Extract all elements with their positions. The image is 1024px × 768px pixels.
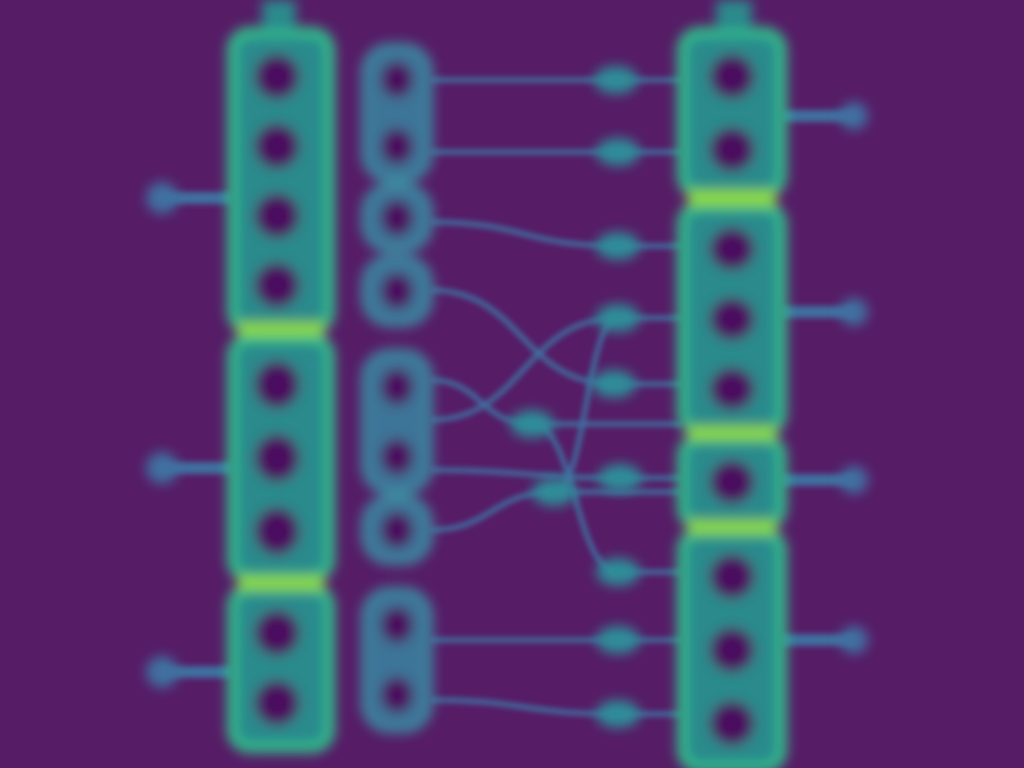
- right-block-1-cell: [710, 54, 754, 99]
- junction-node-7: [532, 478, 576, 506]
- junction-node-1: [594, 66, 638, 94]
- right-port-4: [840, 626, 868, 654]
- connector-edge-4: [429, 287, 615, 387]
- junction-node-2: [596, 138, 640, 166]
- left-block-2-cell: [255, 507, 299, 555]
- junction-node-5: [592, 370, 636, 398]
- left-block-2-cell: [255, 361, 299, 409]
- junction-node-10: [596, 626, 640, 654]
- junction-node-4: [596, 304, 640, 332]
- right-block-4-cell: [710, 701, 754, 746]
- right-block-1-cell: [710, 127, 754, 172]
- left-block-3-cell: [255, 610, 299, 656]
- middle-block-1: [361, 43, 433, 183]
- left-block-1-cell: [255, 54, 299, 99]
- right-block-2-cell: [710, 228, 754, 270]
- left-port-2: [146, 452, 178, 484]
- connector-edge-6: [429, 315, 619, 423]
- right-stack-top-stub: [716, 0, 752, 30]
- right-block-3-cell: [710, 460, 754, 504]
- left-block-2-cell: [255, 434, 299, 482]
- right-block-2-cell: [710, 298, 754, 340]
- middle-block-4: [361, 349, 433, 495]
- right-block-4-cell: [710, 554, 754, 599]
- connector-edge-7: [429, 467, 621, 481]
- middle-block-4-cell: [381, 439, 413, 475]
- middle-block-6-cell: [381, 607, 413, 643]
- right-port-1: [840, 102, 868, 130]
- right-divider-1: [688, 190, 776, 206]
- junction-node-8: [598, 464, 642, 492]
- left-block-1-cell: [255, 193, 299, 238]
- middle-block-3-cell: [381, 273, 413, 309]
- right-block-2-cell: [710, 368, 754, 410]
- junction-node-9: [596, 558, 640, 586]
- right-divider-2: [688, 426, 776, 440]
- left-stack-top-stub: [262, 0, 296, 30]
- middle-block-2-cell: [381, 200, 413, 236]
- middle-block-1-cell: [381, 128, 413, 165]
- middle-block-5-cell: [381, 512, 413, 548]
- middle-block-6: [361, 587, 433, 733]
- right-port-2: [840, 298, 868, 326]
- left-divider-2: [238, 576, 324, 590]
- left-block-1-cell: [255, 263, 299, 308]
- left-block-3-cell: [255, 680, 299, 726]
- right-port-3: [840, 466, 868, 494]
- middle-block-4-cell: [381, 369, 413, 405]
- right-block-4-cell: [710, 628, 754, 672]
- junction-node-6: [510, 410, 554, 438]
- left-port-1: [146, 182, 178, 214]
- right-divider-3: [688, 520, 776, 534]
- connector-edge-10: [429, 697, 619, 717]
- middle-block-6-cell: [381, 677, 413, 713]
- junction-node-11: [596, 700, 640, 728]
- junction-node-3: [596, 232, 640, 260]
- nodes-layer: [146, 0, 868, 768]
- left-divider-1: [238, 322, 324, 336]
- left-block-1-cell: [255, 124, 299, 169]
- middle-block-1-cell: [381, 61, 413, 98]
- connector-edge-3: [429, 219, 619, 249]
- left-port-3: [146, 656, 178, 688]
